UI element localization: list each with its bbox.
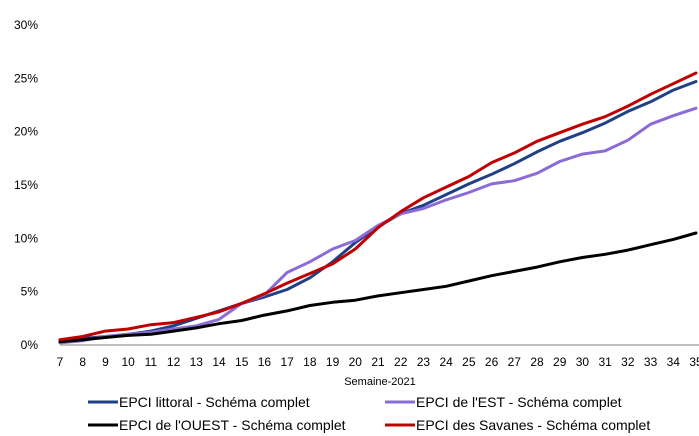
y-tick-label: 5% [21,285,39,299]
legend-label: EPCI de l'EST - Schéma complet [416,394,622,410]
x-tick-label: 14 [212,355,226,369]
legend-label: EPCI des Savanes - Schéma complet [416,417,650,433]
x-tick-label: 31 [598,355,612,369]
x-tick-label: 32 [621,355,635,369]
x-tick-label: 16 [258,355,272,369]
x-tick-label: 13 [190,355,204,369]
y-tick-label: 10% [14,231,38,245]
x-tick-label: 21 [371,355,385,369]
x-tick-label: 19 [326,355,340,369]
x-axis-ticks: 7 8 9 10 11 12 13 14 15 16 17 18 19 20 21 22 23 24 25 26 27 2… [57,355,699,369]
x-tick-label: 34 [667,355,681,369]
x-tick-label: 7 [57,355,64,369]
x-tick-label: 9 [102,355,109,369]
y-tick-label: 30% [14,18,38,32]
x-tick-label: 23 [417,355,431,369]
x-tick-label: 12 [167,355,181,369]
y-tick-label: 0% [21,338,39,352]
x-tick-label: 29 [553,355,567,369]
series-line-3 [58,231,698,344]
x-tick-label: 8 [79,355,86,369]
legend-label: EPCI littoral - Schéma complet [119,394,310,410]
y-tick-label: 25% [14,71,38,85]
legend-label: EPCI de l'OUEST - Schéma complet [119,417,346,433]
x-tick-label: 20 [349,355,363,369]
x-tick-label: 27 [508,355,522,369]
x-tick-label: 24 [439,355,453,369]
x-axis-title: Semaine-2021 [344,376,416,388]
x-tick-label: 15 [235,355,249,369]
x-tick-label: 30 [576,355,590,369]
x-tick-label: 18 [303,355,317,369]
x-tick-label: 11 [145,355,158,369]
x-tick-label: 28 [530,355,544,369]
x-tick-label: 35 [689,355,699,369]
x-tick-label: 33 [644,355,658,369]
x-tick-label: 22 [394,355,408,369]
series-line-1 [58,80,698,343]
y-tick-label: 15% [14,178,38,192]
x-tick-label: 26 [485,355,499,369]
series-lines [58,71,698,345]
x-tick-label: 25 [462,355,476,369]
x-tick-label: 10 [121,355,135,369]
series-line-4 [58,71,698,342]
legend: EPCI littoral - Schéma complet EPCI de l'… [88,394,650,433]
x-tick-label: 17 [280,355,294,369]
y-tick-label: 20% [14,125,38,139]
y-axis-ticks: 0% 5% 10% 15% 20% 25% 30% [14,18,38,352]
series-line-2 [58,106,698,345]
